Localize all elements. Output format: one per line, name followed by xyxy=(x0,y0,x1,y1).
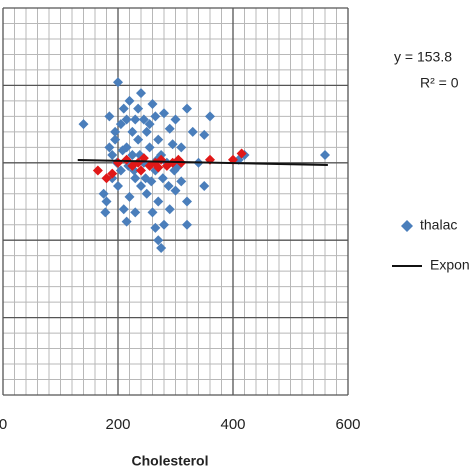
point xyxy=(92,165,103,176)
point xyxy=(117,145,128,156)
point xyxy=(320,150,330,161)
x-axis-label: Cholesterol xyxy=(131,453,208,469)
point xyxy=(141,188,152,199)
point xyxy=(110,126,121,137)
point xyxy=(182,196,192,207)
point xyxy=(164,123,175,134)
point xyxy=(127,150,138,161)
point xyxy=(133,134,144,145)
legend-label: thalac xyxy=(420,217,457,233)
grid xyxy=(2,7,349,396)
point xyxy=(104,111,115,122)
point xyxy=(159,219,169,230)
legend-label: Expon xyxy=(430,257,470,273)
point xyxy=(144,119,155,130)
point xyxy=(113,77,123,88)
point xyxy=(164,204,175,215)
point xyxy=(121,114,132,125)
point xyxy=(170,185,181,196)
trend-equation: y = 153.8 xyxy=(394,49,452,65)
point xyxy=(98,188,109,199)
point xyxy=(144,142,155,153)
point xyxy=(121,154,132,165)
marks xyxy=(77,77,330,253)
x-tick-label: 400 xyxy=(220,416,245,433)
point xyxy=(121,216,132,227)
point xyxy=(176,176,187,187)
point xyxy=(104,142,115,153)
point xyxy=(187,126,198,137)
point xyxy=(153,162,164,173)
point xyxy=(113,181,123,192)
point xyxy=(199,129,210,140)
point xyxy=(157,173,168,184)
point xyxy=(199,181,210,192)
point xyxy=(118,204,129,215)
point xyxy=(170,114,181,125)
point xyxy=(167,139,178,150)
point xyxy=(141,126,152,137)
point xyxy=(147,207,158,218)
point xyxy=(136,181,146,192)
point xyxy=(146,176,157,187)
point xyxy=(147,98,158,109)
point xyxy=(153,196,164,207)
point xyxy=(136,165,146,176)
point xyxy=(101,173,112,184)
point xyxy=(100,207,111,218)
point xyxy=(236,148,247,159)
legend-swatch xyxy=(401,220,413,232)
point xyxy=(115,119,126,130)
point xyxy=(110,134,121,145)
point xyxy=(124,191,135,202)
trend-line xyxy=(77,159,328,166)
point xyxy=(136,88,146,99)
point xyxy=(118,103,129,114)
trend-r-squared: R² = 0 xyxy=(420,75,459,91)
point xyxy=(124,95,135,106)
point xyxy=(205,111,215,122)
point xyxy=(130,207,141,218)
point xyxy=(163,181,174,192)
x-tick-label: 200 xyxy=(105,416,130,433)
point xyxy=(101,196,112,207)
point xyxy=(130,173,141,184)
point xyxy=(153,235,164,246)
point xyxy=(150,111,161,122)
point xyxy=(153,134,164,145)
point xyxy=(133,103,144,114)
point xyxy=(169,165,180,176)
point xyxy=(176,142,187,153)
point xyxy=(150,222,161,233)
x-tick-label: 600 xyxy=(335,416,360,433)
point xyxy=(127,126,138,137)
point xyxy=(159,108,169,119)
point xyxy=(130,114,141,125)
point xyxy=(78,119,89,130)
point xyxy=(138,114,149,125)
point xyxy=(115,165,126,176)
point xyxy=(107,150,118,161)
point xyxy=(107,168,118,179)
point xyxy=(156,242,167,253)
point xyxy=(182,219,192,230)
legend: thalac Expon xyxy=(392,217,470,273)
x-tick-label: 0 xyxy=(0,416,7,433)
point xyxy=(182,103,192,114)
